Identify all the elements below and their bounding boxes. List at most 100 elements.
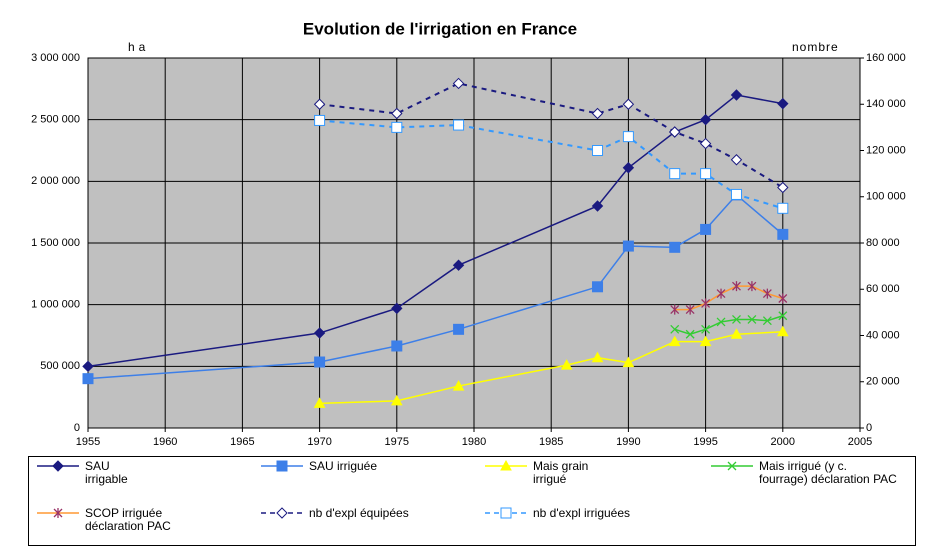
marker [313,98,326,110]
marker [778,311,788,321]
legend-label: SAU irrigable [85,459,128,486]
marker [699,137,712,150]
legend-label: SAU irriguée [309,459,378,473]
legend-swatch [711,461,753,471]
legend-entry: nb d'expl irriguées [483,507,653,520]
marker [669,241,681,253]
y-tick-label: 2 000 000 [31,175,80,187]
legend-entry: nb d'expl équipées [259,507,429,520]
y2-tick-label: 20 000 [866,376,900,388]
legend-swatch [37,460,79,472]
marker [560,359,573,370]
legend-label: SCOP irriguée déclaration PAC [85,506,171,533]
y2-tick-label: 0 [866,422,872,434]
marker [453,323,465,335]
marker [622,356,635,368]
marker [778,293,788,304]
x-tick-label: 1965 [230,436,254,448]
y2-tick-label: 40 000 [866,329,900,341]
marker [390,394,403,406]
legend-entry: Mais irrigué (y c. fourrage) déclaration… [709,460,899,486]
marker [668,335,681,347]
marker [391,107,403,120]
marker [452,380,465,391]
marker [53,508,63,518]
marker [391,302,403,315]
y2-tick-label: 80 000 [866,237,900,249]
legend: SAU irrigable SAU irriguée Mais grain irri… [28,456,916,546]
x-tick-label: 2005 [848,436,872,448]
legend-entry: SCOP irriguée déclaration PAC [35,507,215,533]
marker [699,113,712,126]
y2-axis-label: nombre [792,40,839,54]
marker [669,168,681,180]
marker [762,316,772,326]
marker [777,228,789,240]
legend-swatch [261,507,303,519]
marker [592,145,604,156]
marker [622,131,634,143]
marker [730,188,742,200]
marker [391,121,403,133]
marker [313,397,326,408]
marker [622,240,634,252]
marker [776,325,789,337]
y2-tick-label: 120 000 [866,144,906,156]
marker [452,77,465,90]
plot-border [87,57,861,429]
marker [452,259,465,271]
legend-label: nb d'expl irriguées [533,506,631,520]
marker [747,315,757,324]
marker [276,507,288,519]
y-tick-label: 1 500 000 [31,237,80,249]
marker [622,98,635,110]
marker [777,97,789,110]
legend-label: nb d'expl équipées [309,506,409,520]
y2-tick-label: 100 000 [866,191,906,203]
series-line [319,331,783,405]
marker [727,461,737,471]
x-tick-label: 1975 [385,436,409,448]
marker [591,351,604,363]
marker [391,340,403,352]
x-tick-label: 1985 [539,436,563,448]
marker [716,288,726,299]
series-line [87,94,783,368]
marker [592,281,604,293]
x-tick-label: 1990 [616,436,640,448]
marker [730,154,743,166]
marker [701,324,711,334]
marker [500,460,512,471]
marker [670,304,680,315]
y-tick-label: 2 500 000 [31,114,80,126]
marker [276,460,288,472]
marker [314,356,326,368]
marker [591,107,604,120]
marker [500,507,512,519]
legend-label: Mais grain irrigué [533,459,589,486]
marker [762,288,772,299]
marker [700,223,712,235]
marker [685,329,695,339]
marker [453,119,465,131]
chart-title: Evolution de l'irrigation en France [303,19,577,38]
x-tick-label: 1970 [307,436,331,448]
series-line [674,315,784,336]
marker [591,200,604,212]
legend-swatch [485,507,527,519]
legend-entry: Mais grain irrigué [483,460,623,486]
marker [670,324,680,334]
marker [82,373,94,385]
chart: Evolution de l'irrigation en France ha n… [31,19,906,448]
marker [716,317,726,327]
marker [669,126,681,138]
x-tick-label: 1955 [76,436,100,448]
marker [313,327,326,339]
marker [622,162,635,174]
marker [732,281,741,292]
marker [730,328,743,339]
y2-tick-label: 140 000 [866,98,906,110]
marker [700,168,712,180]
marker [777,202,789,214]
y-axis-label: ha [128,40,149,54]
